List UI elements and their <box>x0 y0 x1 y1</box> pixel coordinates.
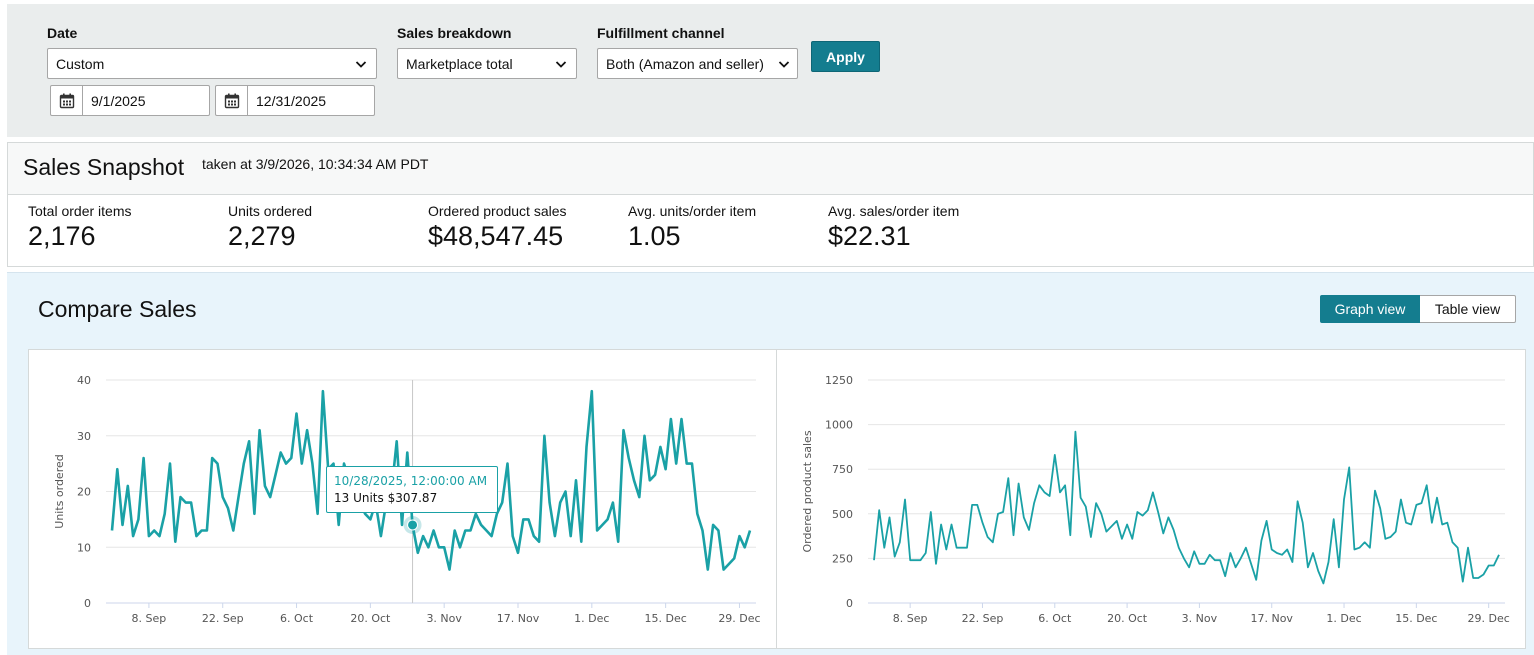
snapshot-timestamp: taken at 3/9/2026, 10:34:34 AM PDT <box>202 156 429 172</box>
metric-value: 2,176 <box>28 221 96 251</box>
metric-value: 1.05 <box>628 221 681 251</box>
table-view-button[interactable]: Table view <box>1420 295 1516 323</box>
snapshot-header: Sales Snapshot taken at 3/9/2026, 10:34:… <box>8 143 1533 195</box>
calendar-icon[interactable] <box>216 86 248 115</box>
apply-button[interactable]: Apply <box>811 41 880 72</box>
chevron-down-icon <box>355 61 367 68</box>
fulfillment-channel-label: Fulfillment channel <box>597 25 725 41</box>
y-tick-label: 10 <box>77 541 91 554</box>
y-tick-label: 30 <box>77 430 91 443</box>
x-tick-label: 8. Sep <box>132 612 167 625</box>
x-tick-label: 6. Oct <box>1038 612 1072 625</box>
chart-tooltip: 10/28/2025, 12:00:00 AM 13 Units $307.87 <box>326 466 498 513</box>
metric-label: Total order items <box>28 203 132 219</box>
metric-avg-sales-per-order-item: Avg. sales/order item $22.31 <box>828 203 959 252</box>
sales-breakdown-select[interactable]: Marketplace total <box>397 48 577 79</box>
metric-ordered-product-sales: Ordered product sales $48,547.45 <box>428 203 567 252</box>
calendar-icon[interactable] <box>51 86 83 115</box>
metric-value: 2,279 <box>228 221 296 251</box>
y-tick-label: 40 <box>77 374 91 387</box>
end-date-value: 12/31/2025 <box>256 92 327 109</box>
x-tick-label: 29. Dec <box>1468 612 1510 625</box>
date-filter-label: Date <box>47 25 78 41</box>
date-range-value: Custom <box>56 55 105 72</box>
metric-label: Ordered product sales <box>428 203 567 219</box>
fulfillment-channel-select[interactable]: Both (Amazon and seller) <box>597 48 798 79</box>
x-tick-label: 3. Nov <box>426 612 462 625</box>
sales-breakdown-value: Marketplace total <box>406 55 513 72</box>
metric-avg-units-per-order-item: Avg. units/order item 1.05 <box>628 203 756 252</box>
y-tick-label: 1250 <box>825 374 853 387</box>
x-tick-label: 20. Oct <box>1107 612 1148 625</box>
compare-sales-title: Compare Sales <box>38 296 197 322</box>
x-tick-label: 15. Dec <box>1395 612 1437 625</box>
chevron-down-icon <box>778 61 790 68</box>
chevron-down-icon <box>555 61 567 68</box>
graph-view-button[interactable]: Graph view <box>1320 295 1420 323</box>
tooltip-date: 10/28/2025, 12:00:00 AM <box>334 474 488 488</box>
metric-label: Units ordered <box>228 203 313 219</box>
x-tick-label: 6. Oct <box>280 612 314 625</box>
y-tick-label: 20 <box>77 486 91 499</box>
sales-breakdown-label: Sales breakdown <box>397 25 512 41</box>
metric-units-ordered: Units ordered 2,279 <box>228 203 312 252</box>
y-tick-label: 1000 <box>825 419 853 432</box>
x-tick-label: 8. Sep <box>893 612 928 625</box>
tooltip-values: 13 Units $307.87 <box>334 491 438 505</box>
metric-total-order-items: Total order items 2,176 <box>28 203 131 252</box>
series-line <box>110 389 752 571</box>
x-tick-label: 1. Dec <box>574 612 609 625</box>
x-tick-label: 22. Sep <box>202 612 244 625</box>
y-axis-title: Ordered product sales <box>801 430 814 552</box>
date-range-select[interactable]: Custom <box>47 48 377 79</box>
fulfillment-channel-value: Both (Amazon and seller) <box>606 55 764 72</box>
highlighted-point <box>407 519 419 531</box>
start-date-value: 9/1/2025 <box>91 92 146 109</box>
metric-value: $48,547.45 <box>428 221 564 251</box>
y-tick-label: 0 <box>846 597 853 610</box>
x-tick-label: 29. Dec <box>718 612 760 625</box>
y-tick-label: 250 <box>832 552 853 565</box>
end-date-field[interactable]: 12/31/2025 <box>215 85 375 116</box>
x-tick-label: 20. Oct <box>350 612 391 625</box>
x-tick-label: 1. Dec <box>1326 612 1361 625</box>
x-tick-label: 17. Nov <box>497 612 540 625</box>
metric-label: Avg. sales/order item <box>828 203 960 219</box>
metric-value: $22.31 <box>828 221 911 251</box>
y-axis-title: Units ordered <box>53 454 66 528</box>
metric-label: Avg. units/order item <box>628 203 757 219</box>
x-tick-label: 3. Nov <box>1182 612 1218 625</box>
x-tick-label: 17. Nov <box>1250 612 1293 625</box>
units-ordered-chart[interactable]: 0 10 20 30 40 8. Sep 22. Sep 6. Oct 20. Oct 3. No… <box>29 349 776 649</box>
x-tick-label: 15. Dec <box>644 612 686 625</box>
series-line <box>873 430 1500 585</box>
start-date-field[interactable]: 9/1/2025 <box>50 85 210 116</box>
charts-panel <box>28 349 1526 649</box>
charts-divider <box>776 349 777 649</box>
view-toggle: Graph view Table view <box>1320 295 1516 323</box>
y-tick-label: 500 <box>832 508 853 521</box>
sales-snapshot: Sales Snapshot taken at 3/9/2026, 10:34:… <box>7 142 1534 267</box>
y-tick-label: 0 <box>84 597 91 610</box>
snapshot-title: Sales Snapshot <box>23 154 185 180</box>
y-tick-label: 750 <box>832 463 853 476</box>
x-tick-label: 22. Sep <box>962 612 1004 625</box>
ordered-product-sales-chart[interactable]: 0 250 500 750 1000 1250 8. Sep 22. Sep 6. Oct 20.… <box>777 349 1525 649</box>
